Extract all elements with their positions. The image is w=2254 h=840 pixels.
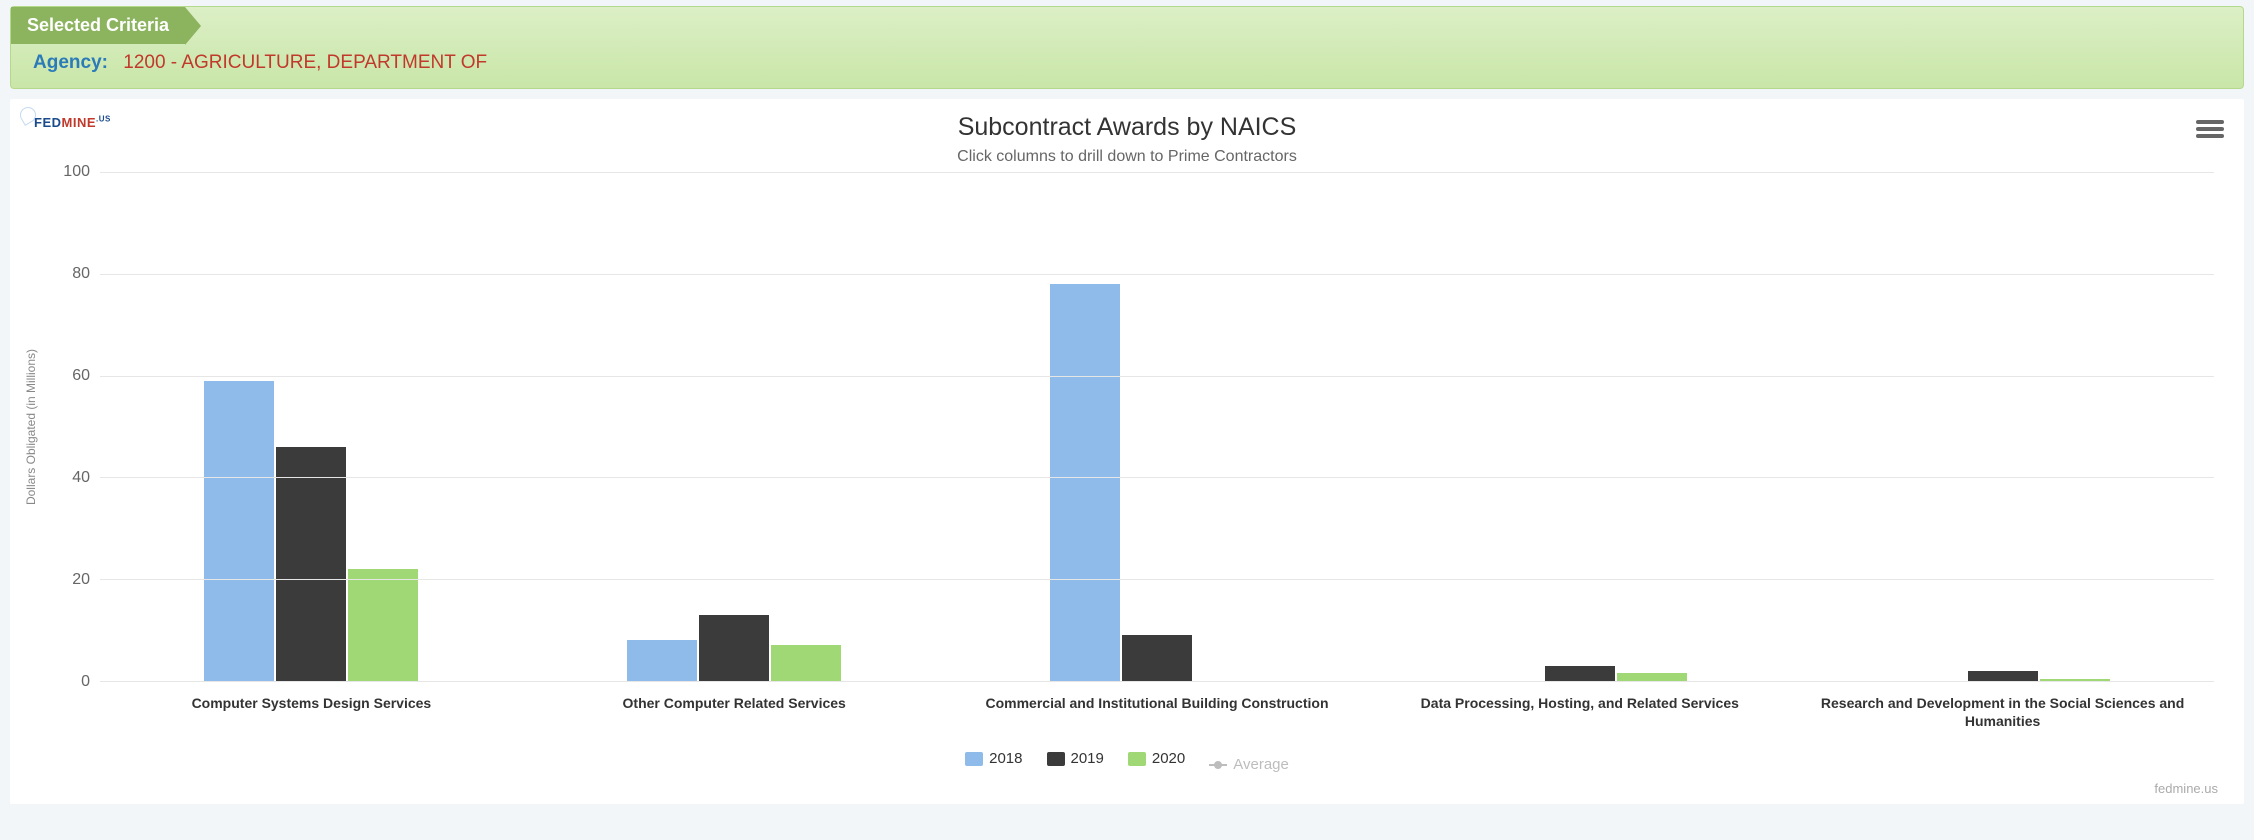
- chart-menu-button[interactable]: [2196, 117, 2224, 141]
- gridline: [100, 579, 2214, 580]
- legend-swatch: [1128, 752, 1146, 766]
- selected-criteria-header: Selected Criteria: [11, 7, 185, 44]
- chart-plot-wrap: Dollars Obligated (in Millions) 02040608…: [20, 172, 2234, 682]
- bar[interactable]: [1050, 284, 1120, 681]
- y-tick-label: 0: [81, 673, 90, 691]
- y-axis-labels: 020406080100: [20, 172, 100, 682]
- legend-swatch: [1047, 752, 1065, 766]
- gridline: [100, 477, 2214, 478]
- y-tick-label: 20: [72, 571, 90, 589]
- bar-group: [523, 172, 946, 681]
- y-tick-label: 60: [72, 367, 90, 385]
- x-axis-label: Data Processing, Hosting, and Related Se…: [1368, 682, 1791, 730]
- legend-label: 2020: [1152, 750, 1185, 767]
- bar-group: [100, 172, 523, 681]
- brand-part2: MINE: [62, 115, 97, 130]
- bar[interactable]: [276, 447, 346, 681]
- bar[interactable]: [771, 645, 841, 681]
- gridline: [100, 681, 2214, 682]
- selected-criteria-panel: Selected Criteria Agency: 1200 - AGRICUL…: [10, 6, 2244, 89]
- chart-card: FEDMINE.US Subcontract Awards by NAICS C…: [10, 99, 2244, 804]
- gridline: [100, 274, 2214, 275]
- x-axis-label: Commercial and Institutional Building Co…: [946, 682, 1369, 730]
- x-axis-labels: Computer Systems Design ServicesOther Co…: [100, 682, 2214, 730]
- bar[interactable]: [1545, 666, 1615, 681]
- brand-part1: FED: [34, 115, 62, 130]
- bar-group: [1368, 172, 1791, 681]
- bar[interactable]: [627, 640, 697, 681]
- legend-line-marker: [1209, 761, 1227, 769]
- x-axis-label: Other Computer Related Services: [523, 682, 946, 730]
- bar[interactable]: [1968, 671, 2038, 681]
- bar[interactable]: [348, 569, 418, 681]
- chart-title: Subcontract Awards by NAICS: [20, 107, 2234, 142]
- gridline: [100, 172, 2214, 173]
- legend-label: 2019: [1071, 750, 1104, 767]
- criteria-row: Agency: 1200 - AGRICULTURE, DEPARTMENT O…: [11, 44, 2243, 74]
- legend-item-average[interactable]: Average: [1209, 756, 1289, 773]
- legend-label: Average: [1233, 756, 1289, 773]
- brand-logo: FEDMINE.US: [20, 111, 111, 130]
- legend-item[interactable]: 2019: [1047, 750, 1104, 767]
- bar[interactable]: [699, 615, 769, 681]
- x-axis-label: Research and Development in the Social S…: [1791, 682, 2214, 730]
- legend-item[interactable]: 2020: [1128, 750, 1185, 767]
- legend-label: 2018: [989, 750, 1022, 767]
- bar-group: [1791, 172, 2214, 681]
- criteria-label: Agency:: [33, 52, 108, 73]
- chart-subtitle: Click columns to drill down to Prime Con…: [20, 148, 2234, 166]
- legend-swatch: [965, 752, 983, 766]
- x-axis-label: Computer Systems Design Services: [100, 682, 523, 730]
- brand-part3: .US: [96, 115, 111, 124]
- legend-item[interactable]: 2018: [965, 750, 1022, 767]
- bar-group: [946, 172, 1369, 681]
- bar[interactable]: [204, 381, 274, 681]
- gridline: [100, 376, 2214, 377]
- bar[interactable]: [1122, 635, 1192, 681]
- plot-area: [100, 172, 2214, 682]
- bar[interactable]: [1617, 673, 1687, 681]
- y-tick-label: 40: [72, 469, 90, 487]
- footer-credit: fedmine.us: [20, 777, 2234, 796]
- legend: 2018 2019 2020 Average: [20, 730, 2234, 777]
- y-tick-label: 100: [63, 163, 90, 181]
- y-tick-label: 80: [72, 265, 90, 283]
- criteria-value: 1200 - AGRICULTURE, DEPARTMENT OF: [123, 52, 487, 73]
